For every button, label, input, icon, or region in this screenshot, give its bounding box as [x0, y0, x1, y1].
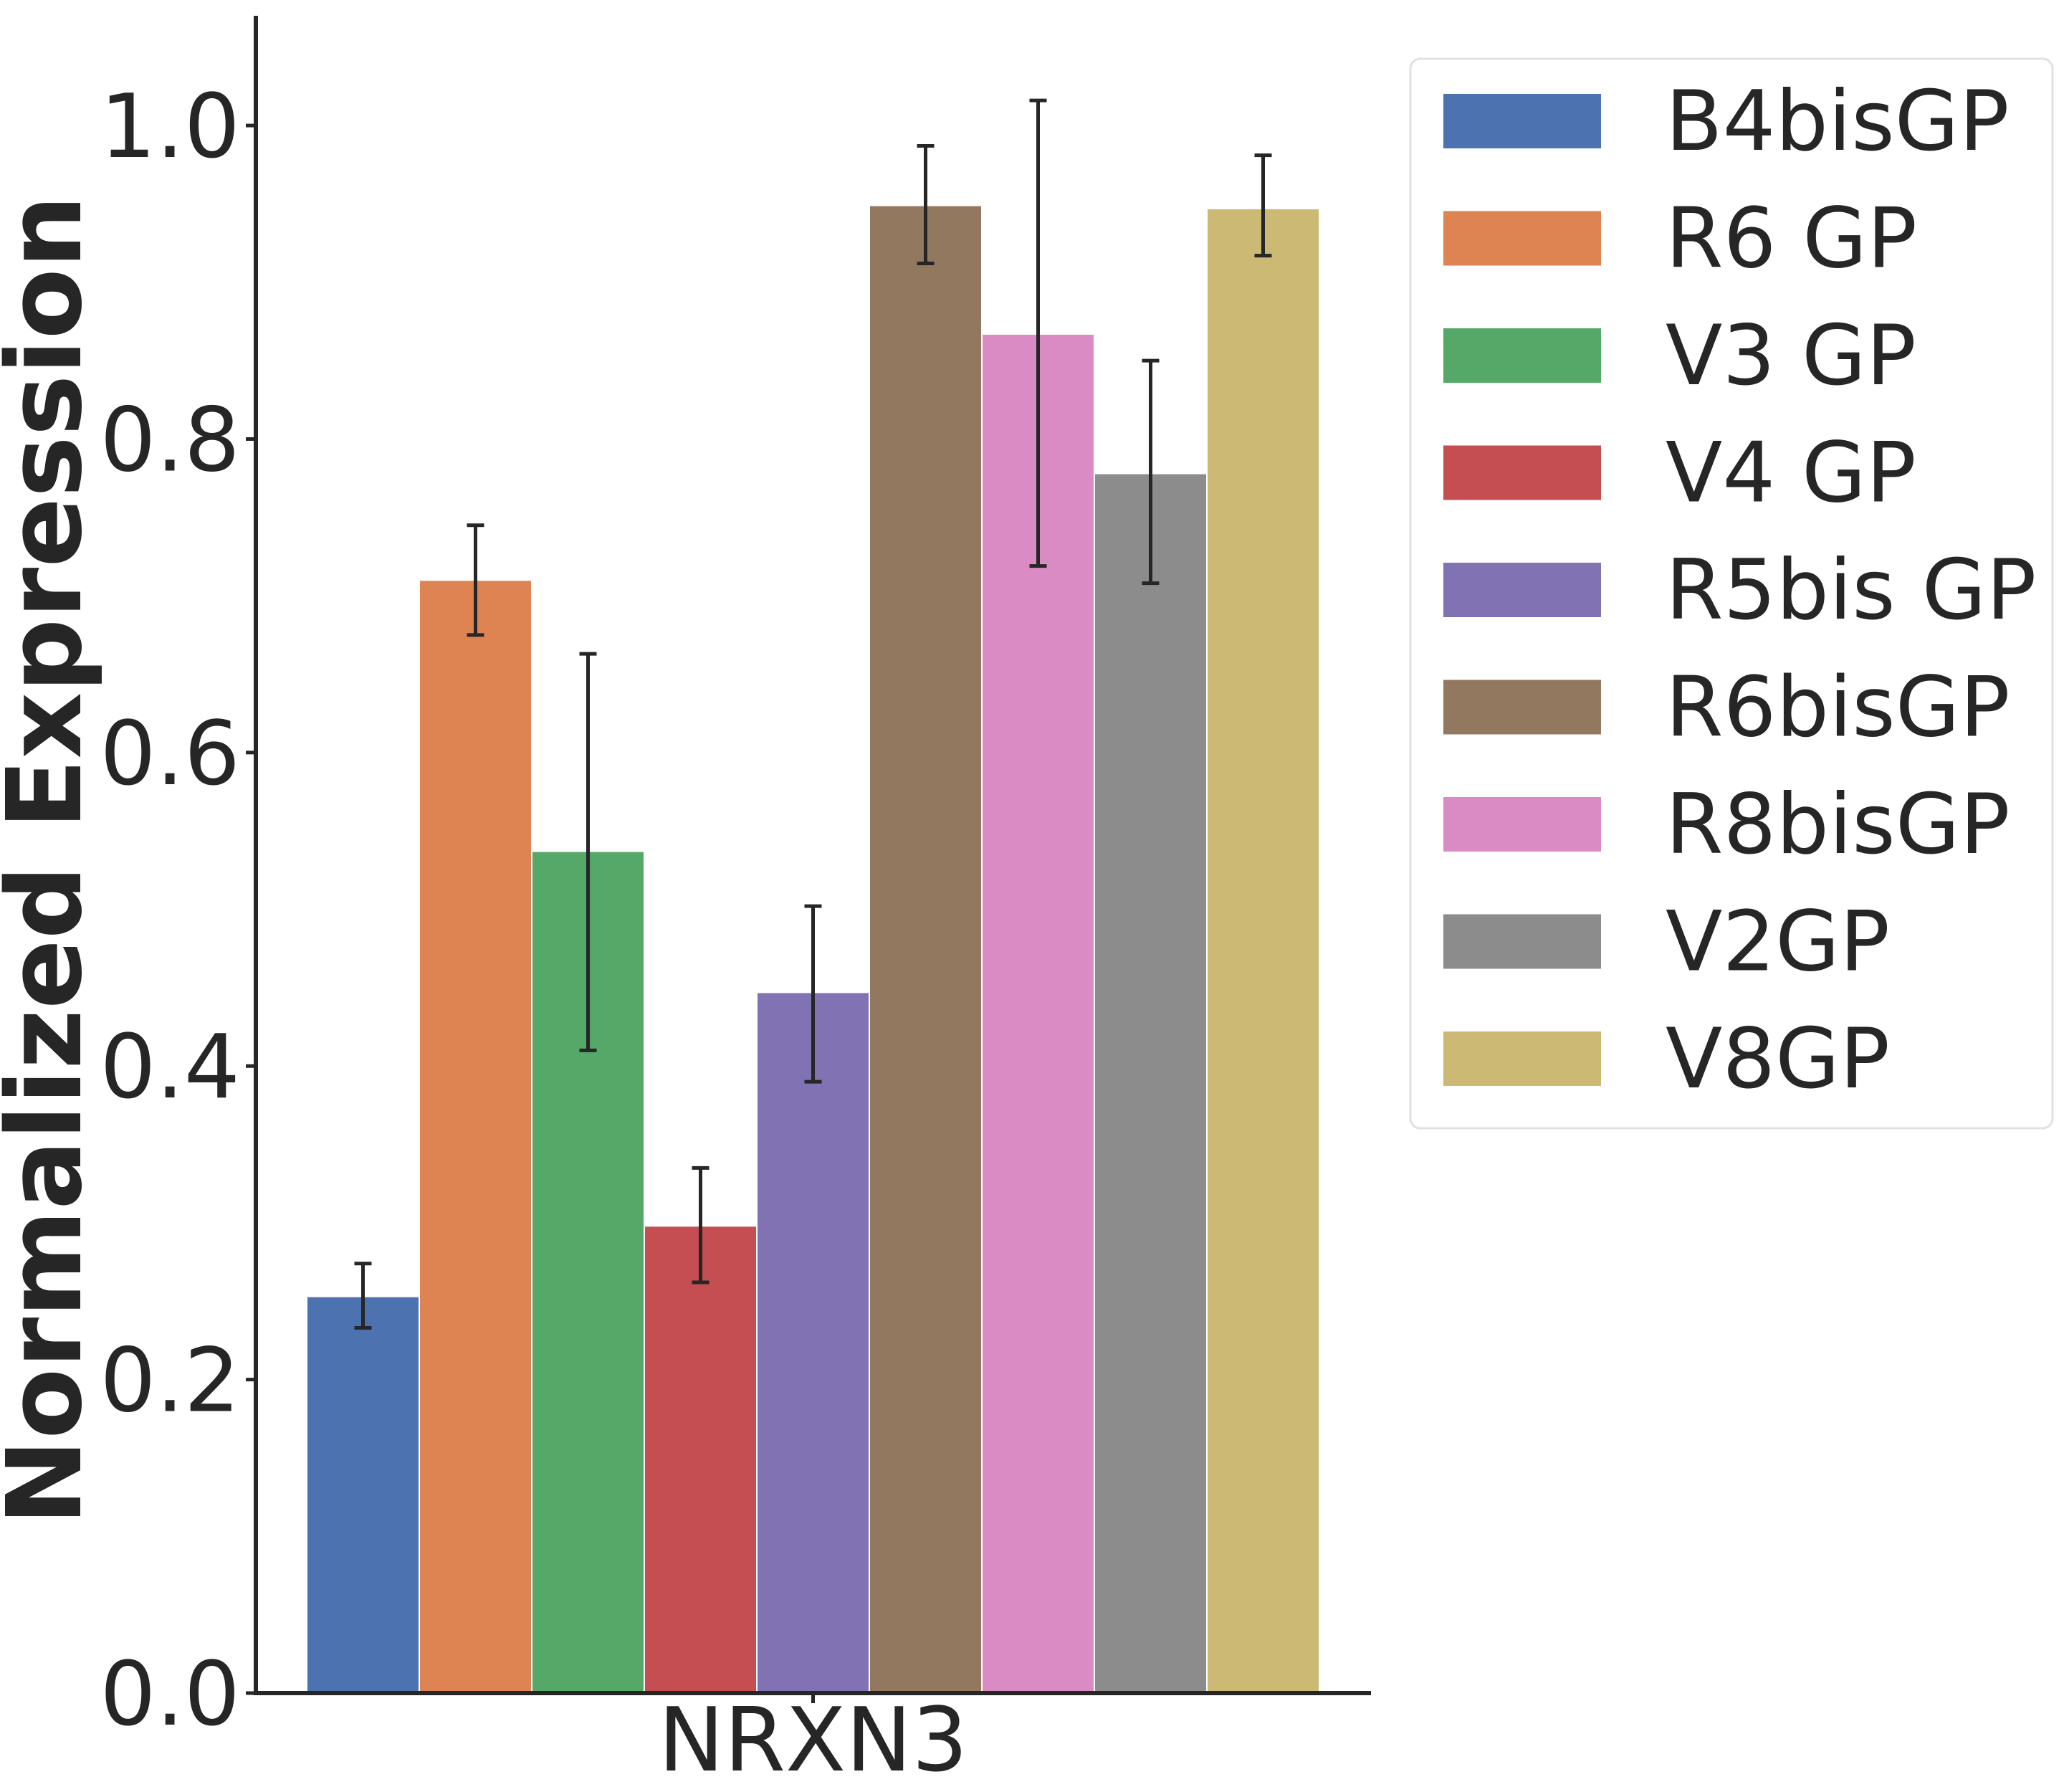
bar-v4-gp: [644, 1225, 758, 1694]
legend-label: R6 GP: [1666, 191, 1917, 287]
legend-label: R5bis GP: [1666, 542, 2036, 639]
legend-swatch: [1443, 211, 1601, 266]
legend-label: V3 GP: [1666, 308, 1916, 404]
y-tick-label: 0.6: [100, 703, 240, 806]
legend: B4bisGP R6 GP V3 GP V4 GP R5bis GP R6bisGP R8b…: [1409, 57, 2054, 1130]
y-axis-label: Normalized Expression: [0, 195, 105, 1525]
y-ticks: 0.0 0.2 0.4 0.6 0.8 1.0: [100, 76, 256, 1746]
legend-label: V4 GP: [1666, 425, 1916, 522]
y-tick-label: 0.8: [100, 389, 240, 492]
legend-label: V2GP: [1666, 894, 1890, 991]
y-tick-label: 1.0: [100, 76, 240, 178]
y-tick-label: 0.2: [100, 1330, 240, 1433]
legend-label: R6bisGP: [1666, 659, 2010, 756]
bar-v8gp: [1206, 207, 1320, 1694]
y-tick-label: 0.4: [100, 1016, 240, 1119]
bar-r6-gp: [419, 579, 532, 1695]
x-category-label: NRXN3: [658, 1689, 968, 1792]
bar-r6bisgp: [869, 204, 983, 1694]
bar-r5bis-gp: [756, 991, 870, 1694]
bar-b4bisgp: [306, 1295, 420, 1695]
legend-swatch: [1443, 680, 1601, 735]
legend-swatch: [1443, 563, 1601, 617]
legend-swatch: [1443, 445, 1601, 500]
legend-swatch: [1443, 914, 1601, 969]
legend-items: B4bisGP R6 GP V3 GP V4 GP R5bis GP R6bisGP R8b…: [1443, 73, 2036, 1107]
legend-swatch: [1443, 94, 1601, 148]
legend-frame: [1409, 57, 2054, 1130]
error-bars-layer: [354, 98, 1272, 1330]
legend-label: R8bisGP: [1666, 776, 2010, 873]
y-tick-label: 0.0: [100, 1644, 240, 1746]
legend-label: V8GP: [1666, 1011, 1890, 1107]
bar-v2gp: [1094, 472, 1208, 1694]
x-categories: NRXN3: [658, 1689, 968, 1792]
legend-swatch: [1443, 797, 1601, 852]
legend-swatch: [1443, 1031, 1601, 1086]
bars-layer: [306, 204, 1320, 1695]
legend-label: B4bisGP: [1666, 73, 2010, 170]
legend-swatch: [1443, 328, 1601, 383]
